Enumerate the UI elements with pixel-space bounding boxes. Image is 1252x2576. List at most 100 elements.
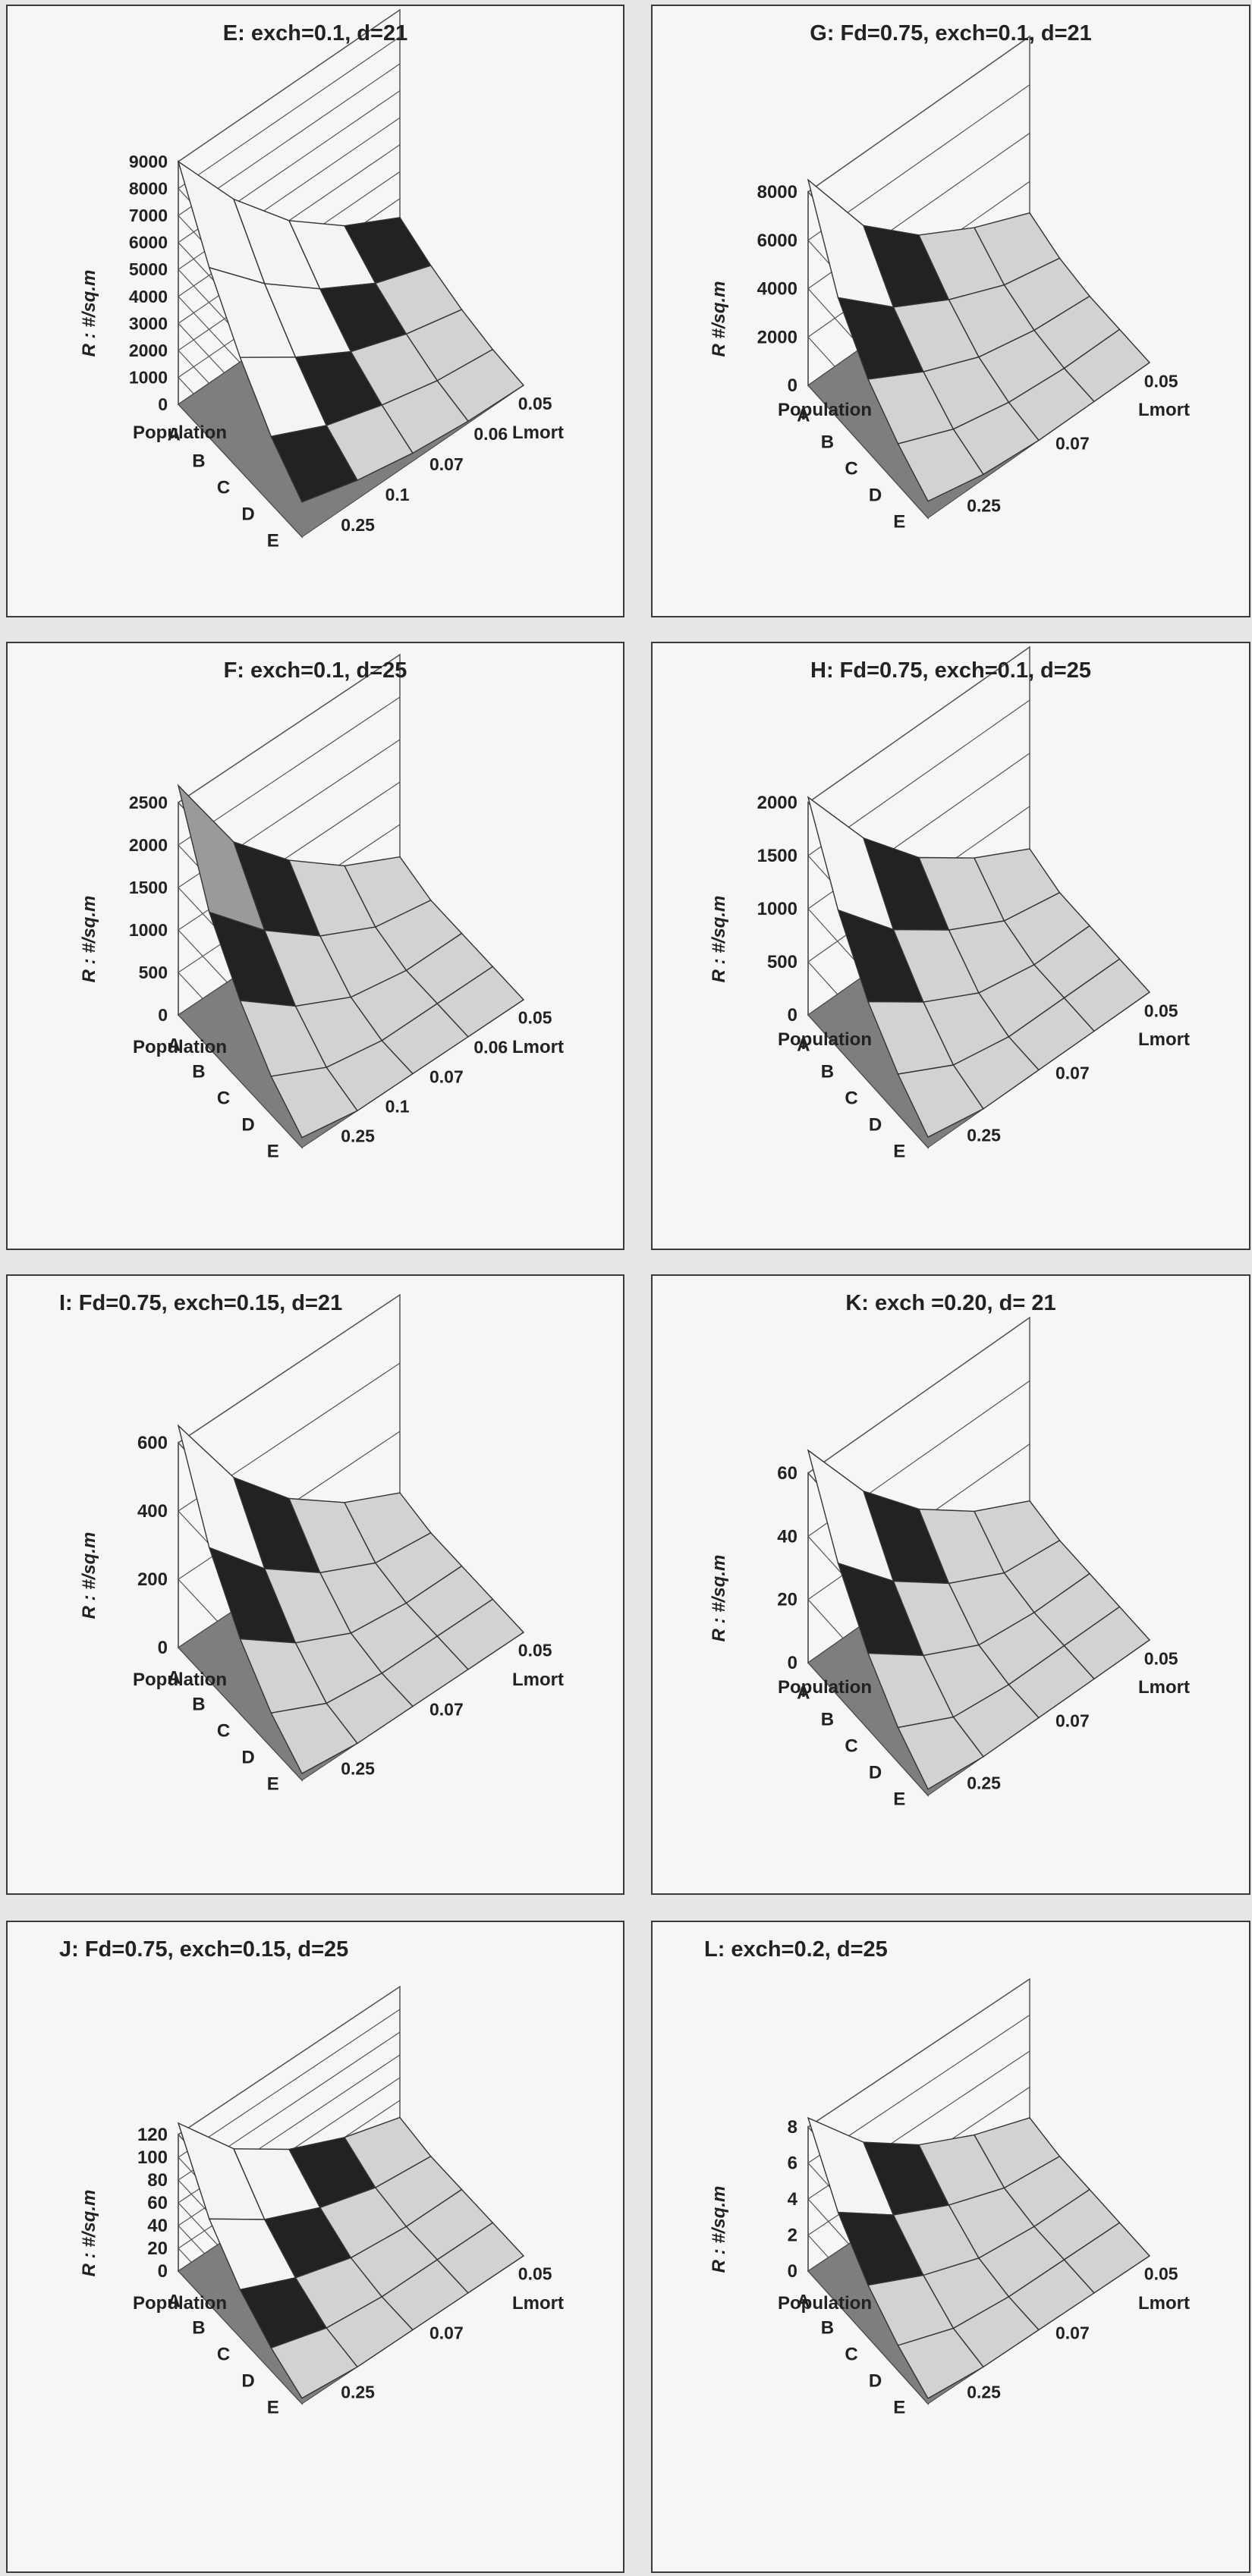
depth-tick-label: 0.05 [1144,1001,1178,1021]
x-tick-label: D [241,2371,254,2392]
surface-cell [1063,958,1151,1032]
x-axis-label: Population [133,423,227,443]
x-tick-label: E [267,2398,279,2418]
x-tick-label: E [893,512,905,532]
depth-tick-label: 0.07 [429,454,464,474]
x-tick-label: E [893,1789,905,1810]
z-tick-label: 20 [147,2238,168,2259]
depth-tick-label: 0.25 [967,2383,1001,2402]
x-tick-label: A [797,1035,810,1056]
x-tick-label: B [192,2318,205,2339]
x-tick-label: B [821,432,834,453]
z-tick-label: 3000 [129,313,168,333]
z-tick-label: 6 [788,2153,797,2174]
x-tick-label: D [869,485,882,506]
surface-cell [1063,2222,1151,2294]
depth-axis-label: Lmort [1138,2293,1190,2314]
x-tick-label: A [168,1668,181,1689]
z-tick-label: 200 [137,1569,168,1590]
gridline [178,9,401,162]
depth-tick-label: 0.07 [429,1700,464,1720]
chart-title: H: Fd=0.75, exch=0.1, d=25 [810,658,1091,683]
z-tick-label: 100 [137,2147,168,2168]
x-tick-label: A [797,406,810,426]
z-tick-label: 2 [788,2226,797,2246]
y-axis-label: R : #/sq.m [79,2190,99,2277]
chart-panel-L: 0 2 4 6 8 A B C D E 0.05 0.07 0.25 R : #/sq.m Populati… [651,1921,1250,2573]
chart-title: J: Fd=0.75, exch=0.15, d=25 [59,1937,349,1962]
z-tick-label: 600 [137,1433,168,1453]
chart-title: L: exch=0.2, d=25 [704,1937,888,1962]
x-tick-label: A [797,1683,810,1704]
x-tick-label: A [168,425,181,445]
depth-tick-label: 0.25 [341,515,375,535]
x-tick-label: B [192,1695,205,1715]
surface-cell [1063,328,1151,403]
chart-surface [807,178,1151,502]
depth-axis-label: Lmort [512,2293,564,2314]
chart-title: G: Fd=0.75, exch=0.1, d=21 [810,21,1092,46]
x-tick-label: A [168,2292,181,2312]
gridline [178,1986,401,2135]
chart-surface [177,2116,525,2399]
z-tick-label: 500 [139,963,168,982]
x-tick-label: B [821,1710,834,1730]
depth-tick-label: 0.07 [1055,2323,1090,2343]
z-tick-label: 0 [788,1653,797,1673]
depth-tick-label: 0.1 [385,485,410,504]
chart-panel-K: 0 20 40 60 A B C D E 0.05 0.07 0.25 R : #/sq.m Popula… [651,1274,1250,1895]
x-tick-label: E [267,1774,279,1795]
chart-title: F: exch=0.1, d=25 [223,658,407,683]
x-tick-label: C [845,459,857,479]
x-axis-label: Population [133,1037,227,1057]
x-tick-label: B [821,1062,834,1082]
chart-surface [177,1424,525,1774]
depth-axis-label: Lmort [1138,1677,1190,1698]
z-tick-label: 8000 [757,182,797,203]
gridline [178,696,401,846]
x-axis-label: Population [778,1029,872,1050]
z-tick-label: 4000 [129,287,168,306]
y-axis-label: R : #/sq.m [709,2186,729,2273]
z-tick-label: 40 [777,1526,797,1547]
z-tick-label: 0 [788,2261,797,2282]
depth-tick-label: 0.05 [518,394,552,413]
z-tick-label: 2500 [129,793,168,812]
gridline [807,646,1030,803]
depth-tick-label: 0.05 [518,1008,552,1028]
z-tick-label: 1500 [757,846,797,866]
x-tick-label: B [192,451,205,472]
z-tick-label: 7000 [129,206,168,225]
z-tick-label: 120 [137,2125,168,2145]
z-tick-label: 80 [147,2170,168,2191]
chart-panel-F: 0 500 1000 1500 2000 2500 A B C D E 0.05 0.06 0.07 0.1… [6,642,624,1250]
gridline [178,1294,401,1444]
x-axis-label: Population [778,1677,872,1698]
depth-axis-label: Lmort [512,1670,564,1690]
depth-tick-label: 0.05 [1144,372,1178,391]
surface-cell [436,2222,525,2294]
chart-panel-E: 0 1000 2000 3000 4000 5000 6000 7000 8000 9000 A B C… [6,5,624,617]
z-tick-label: 2000 [757,793,797,813]
x-tick-label: C [845,2345,857,2365]
z-tick-label: 60 [777,1463,797,1484]
z-tick-label: 0 [158,394,168,414]
z-tick-label: 6000 [757,231,797,251]
chart-surface [177,784,525,1139]
z-tick-label: 8 [788,2117,797,2138]
depth-tick-label: 0.05 [518,2264,552,2284]
depth-tick-label: 0.07 [429,1067,464,1087]
z-tick-label: 60 [147,2193,168,2213]
depth-tick-label: 0.25 [967,496,1001,516]
surface-cell [436,1598,525,1670]
depth-axis-label: Lmort [512,1037,564,1057]
x-tick-label: C [217,1721,230,1742]
x-tick-label: C [845,1089,857,1109]
z-tick-label: 2000 [129,835,168,855]
z-tick-label: 1000 [129,367,168,387]
x-axis-label: Population [133,2293,227,2314]
